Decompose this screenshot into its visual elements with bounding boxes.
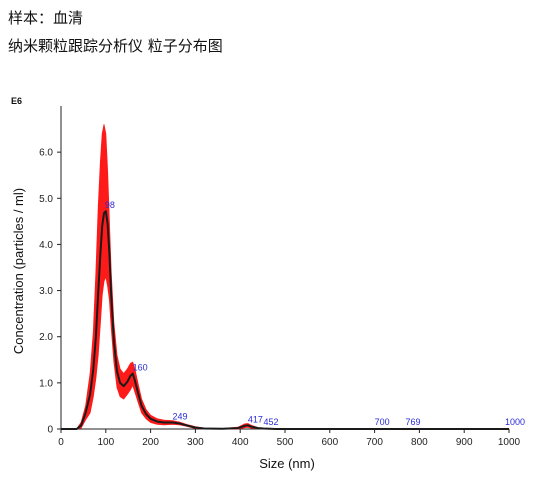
peak-label: 452 (263, 417, 278, 427)
peak-label: 1000 (505, 417, 525, 427)
peak-label: 700 (375, 417, 390, 427)
x-tick-label: 100 (97, 437, 114, 448)
x-tick-label: 0 (58, 437, 64, 448)
peak-label: 769 (406, 417, 421, 427)
y-tick-label: 1.0 (39, 378, 53, 389)
x-tick-label: 700 (366, 437, 383, 448)
peak-label: 249 (173, 412, 188, 422)
sample-caption: 样本：血清 (8, 9, 84, 27)
y-tick-label: 5.0 (39, 194, 53, 205)
y-tick-label: 4.0 (39, 240, 53, 251)
y-exponent-label: E6 (11, 96, 22, 106)
x-tick-label: 500 (277, 437, 294, 448)
peak-label: 98 (105, 200, 115, 210)
chart-caption: 纳米颗粒跟踪分析仪 粒子分布图 (8, 37, 223, 55)
x-tick-label: 300 (187, 437, 204, 448)
x-tick-label: 800 (411, 437, 428, 448)
error-band (60, 124, 510, 430)
x-tick-label: 900 (456, 437, 473, 448)
y-axis-title: Concentration (particles / ml) (11, 188, 26, 354)
y-tick-label: 6.0 (39, 148, 53, 159)
y-tick-label: 2.0 (39, 332, 53, 343)
y-tick-label: 3.0 (39, 286, 53, 297)
mean-line (61, 210, 509, 430)
plot-area: 0 100 200 300 400 500 600 700 800 900 1000 0 1.0 2.0 3… (39, 106, 525, 448)
x-tick-label: 600 (321, 437, 338, 448)
x-tick-label: 400 (232, 437, 249, 448)
x-tick-label: 1000 (498, 437, 521, 448)
x-axis-title: Size (nm) (259, 456, 315, 471)
peak-label: 417 (248, 414, 263, 424)
x-tick-label: 200 (142, 437, 159, 448)
peak-label: 160 (133, 363, 148, 373)
y-tick-label: 0 (47, 425, 53, 436)
